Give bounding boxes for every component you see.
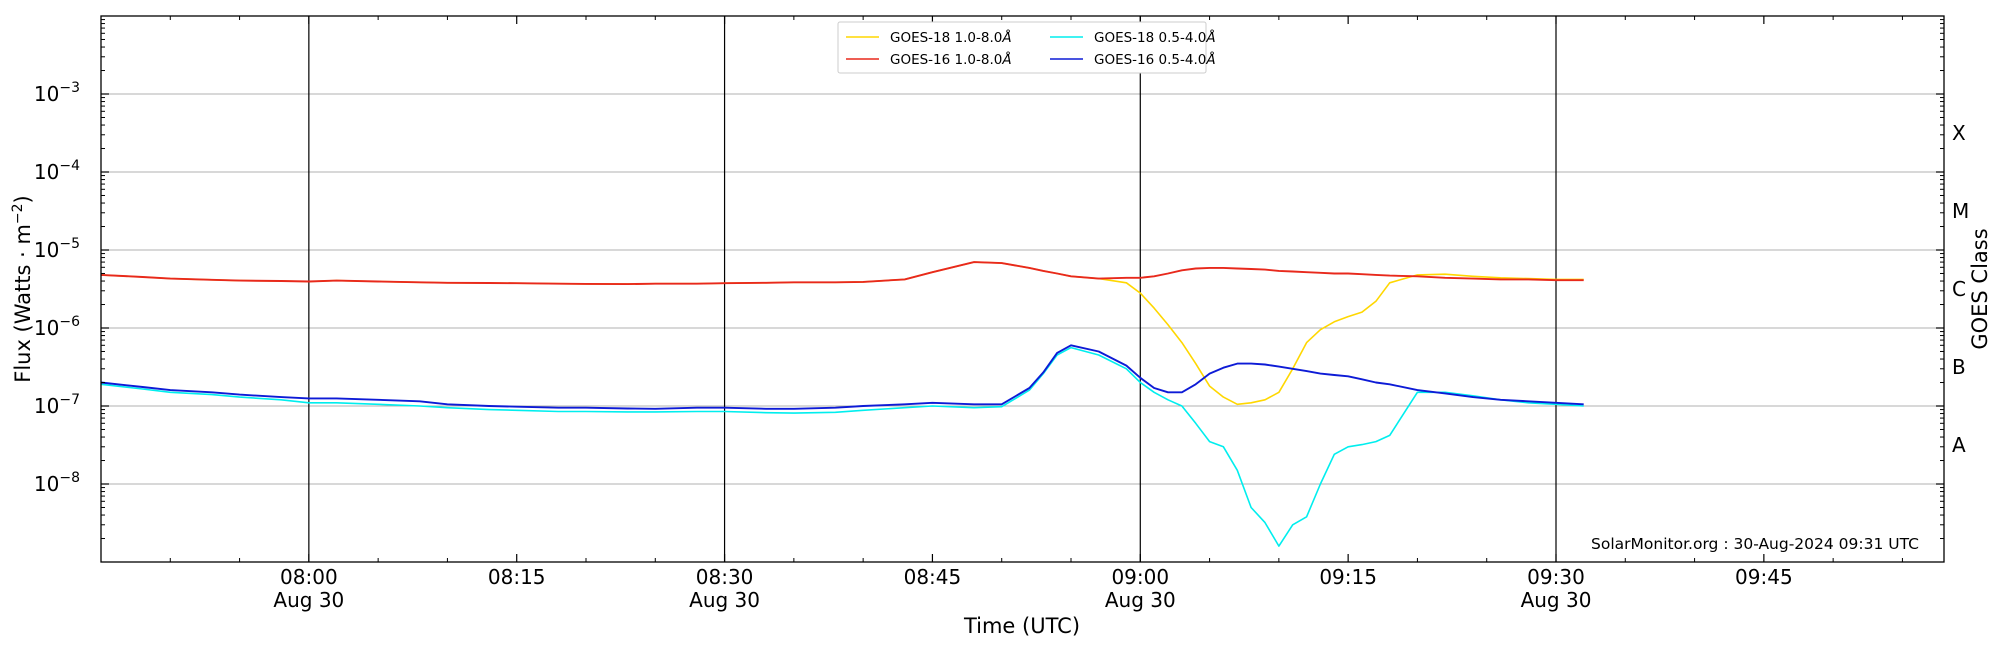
legend-label-unit: Å	[1205, 51, 1215, 68]
x-tick-date-label: Aug 30	[273, 588, 344, 612]
legend-label-unit: Å	[1001, 29, 1011, 46]
y-tick-label-base: 10	[34, 316, 59, 340]
x-tick-date-label: Aug 30	[689, 588, 760, 612]
series-lines	[100, 261, 1584, 547]
y-tick-label-base: 10	[34, 394, 59, 418]
y-tick-label-exponent: −6	[59, 314, 80, 330]
series-line-1	[100, 261, 1584, 406]
legend-label-unit: Å	[1001, 51, 1011, 68]
y-axis-label-exponent: −2	[10, 203, 26, 224]
goes-class-axis-label: GOES Class	[1968, 228, 1992, 349]
goes-class-label: B	[1952, 355, 1966, 379]
y-tick-label-exponent: −3	[59, 80, 80, 96]
legend-label: GOES-18 0.5-4.0Å	[1094, 29, 1216, 46]
legend-label-text: GOES-18 0.5-4.0	[1094, 30, 1206, 46]
x-tick-time-label: 09:00	[1111, 565, 1169, 589]
day-marker-lines	[308, 16, 1557, 562]
x-tick-time-label: 08:00	[280, 565, 338, 589]
legend-label-text: GOES-18 1.0-8.0	[890, 30, 1002, 46]
y-axis-label-close: )	[11, 195, 35, 203]
goes-class-label: M	[1952, 199, 1969, 223]
legend-label-unit: Å	[1205, 29, 1215, 46]
legend-entries: GOES-18 1.0-8.0Å GOES-18 0.5-4.0ÅGOES-16 …	[846, 29, 1216, 68]
x-tick-date-label: Aug 30	[1521, 588, 1592, 612]
x-tick-time-label: 09:45	[1735, 565, 1793, 589]
plot-area-frame	[100, 15, 1945, 563]
x-tick-time-label: 08:30	[696, 565, 754, 589]
x-tick-time-label: 09:30	[1527, 565, 1585, 589]
x-tick-time-label: 09:15	[1319, 565, 1377, 589]
goes-class-label: C	[1952, 277, 1966, 301]
series-line-3	[100, 346, 1584, 547]
legend-label: GOES-16 1.0-8.0Å	[890, 51, 1012, 68]
legend-box	[837, 21, 1207, 74]
series-line-2	[100, 261, 1584, 286]
y-tick-label: 10−6	[34, 314, 80, 340]
legend-label: GOES-18 1.0-8.0Å	[890, 29, 1012, 46]
y-tick-label: 10−8	[34, 470, 80, 496]
x-tick-time-label: 08:45	[904, 565, 962, 589]
y-tick-label-exponent: −4	[59, 158, 80, 174]
y-tick-label-exponent: −8	[59, 470, 80, 486]
y-tick-label-base: 10	[34, 238, 59, 262]
y-axis-label: Flux (Watts · m−2)	[10, 195, 35, 383]
series-line-4	[100, 344, 1584, 410]
y-tick-label-base: 10	[34, 160, 59, 184]
y-tick-label-exponent: −5	[59, 236, 80, 252]
y-tick-label: 10−3	[34, 80, 80, 106]
legend-label-text: GOES-16 0.5-4.0	[1094, 52, 1206, 68]
x-tick-date-label: Aug 30	[1105, 588, 1176, 612]
y-tick-label-base: 10	[34, 472, 59, 496]
credit-annotation: SolarMonitor.org : 30-Aug-2024 09:31 UTC	[1591, 535, 1919, 553]
y-tick-label: 10−7	[34, 392, 80, 418]
x-tick-time-label: 08:15	[488, 565, 546, 589]
goes-class-label: X	[1952, 121, 1966, 145]
y-tick-label: 10−4	[34, 158, 80, 184]
legend: GOES-18 1.0-8.0Å GOES-18 0.5-4.0ÅGOES-16 …	[837, 21, 1216, 74]
grid-lines	[101, 93, 1944, 485]
y-tick-label-exponent: −7	[59, 392, 80, 408]
y-tick-label: 10−5	[34, 236, 80, 262]
x-axis-label: Time (UTC)	[963, 614, 1080, 638]
legend-label-text: GOES-16 1.0-8.0	[890, 52, 1002, 68]
goes-class-label: A	[1952, 433, 1966, 457]
y-tick-label-base: 10	[34, 82, 59, 106]
legend-label: GOES-16 0.5-4.0Å	[1094, 51, 1216, 68]
